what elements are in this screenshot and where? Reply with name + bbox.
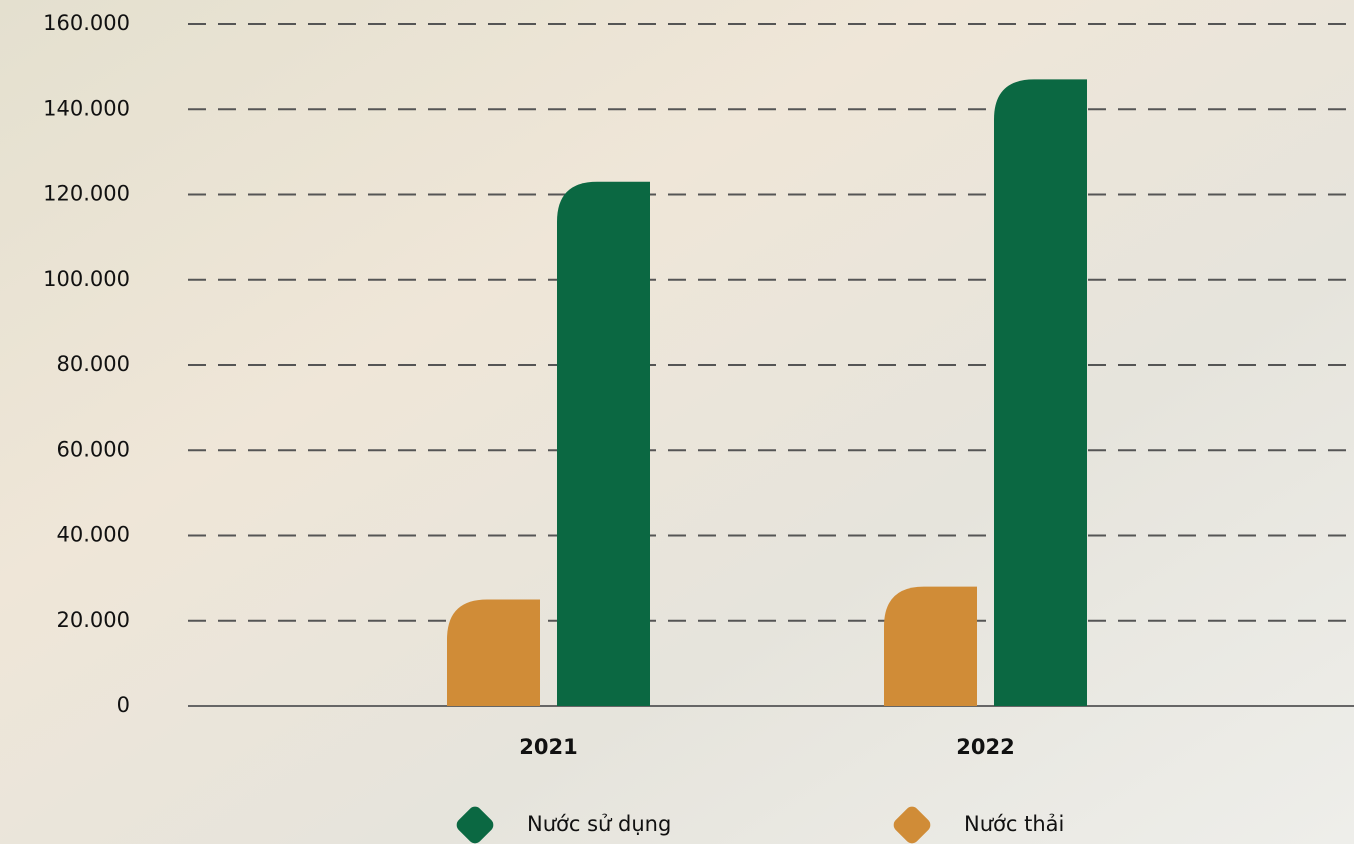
legend-swatch — [893, 806, 931, 844]
y-tick-label: 120.000 — [43, 182, 130, 206]
y-tick-label: 80.000 — [57, 352, 130, 376]
y-tick-label: 100.000 — [43, 267, 130, 291]
x-tick-label: 2022 — [956, 735, 1014, 759]
y-tick-label: 20.000 — [57, 608, 130, 632]
bar — [447, 599, 540, 706]
y-tick-label: 60.000 — [57, 437, 130, 461]
y-tick-label: 160.000 — [43, 11, 130, 35]
legend-label: Nước thải — [964, 812, 1064, 836]
x-tick-label: 2021 — [519, 735, 577, 759]
bar — [557, 181, 650, 706]
bar — [884, 586, 977, 706]
legend-label: Nước sử dụng — [527, 812, 671, 836]
y-tick-label: 0 — [117, 693, 130, 717]
bar — [994, 79, 1087, 707]
y-tick-label: 140.000 — [43, 96, 130, 120]
y-tick-label: 40.000 — [57, 523, 130, 547]
legend-swatch — [456, 806, 494, 844]
